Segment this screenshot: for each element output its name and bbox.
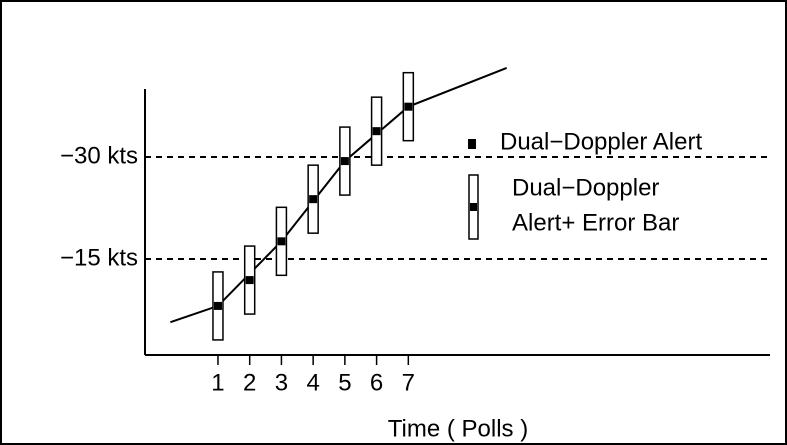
x-tick-label: 4 (306, 369, 319, 396)
alert-point (309, 195, 318, 204)
x-tick-label: 5 (338, 369, 351, 396)
legend-alert-label: Dual−Doppler Alert (500, 128, 702, 155)
x-axis-label: Time ( Polls ) (388, 415, 528, 442)
y-tick-label: −30 kts (60, 142, 138, 169)
legend-alert-symbol (468, 139, 476, 149)
y-tick-label: −15 kts (60, 244, 138, 271)
alert-point (372, 127, 381, 136)
x-tick-label: 3 (275, 369, 288, 396)
alert-point (404, 102, 413, 111)
alert-point (213, 301, 222, 310)
legend-errorbar-center (470, 203, 477, 211)
alert-point (277, 237, 286, 246)
legend-errorbar-label: Dual−Doppler (512, 174, 659, 201)
alert-point (340, 157, 349, 166)
x-tick-label: 6 (370, 369, 383, 396)
x-tick-label: 7 (402, 369, 415, 396)
x-tick-label: 1 (211, 369, 224, 396)
alert-point (245, 276, 254, 285)
legend-errorbar-label: Alert+ Error Bar (512, 209, 679, 236)
legend-errorbar-symbol (468, 174, 479, 240)
x-tick-label: 2 (243, 369, 256, 396)
